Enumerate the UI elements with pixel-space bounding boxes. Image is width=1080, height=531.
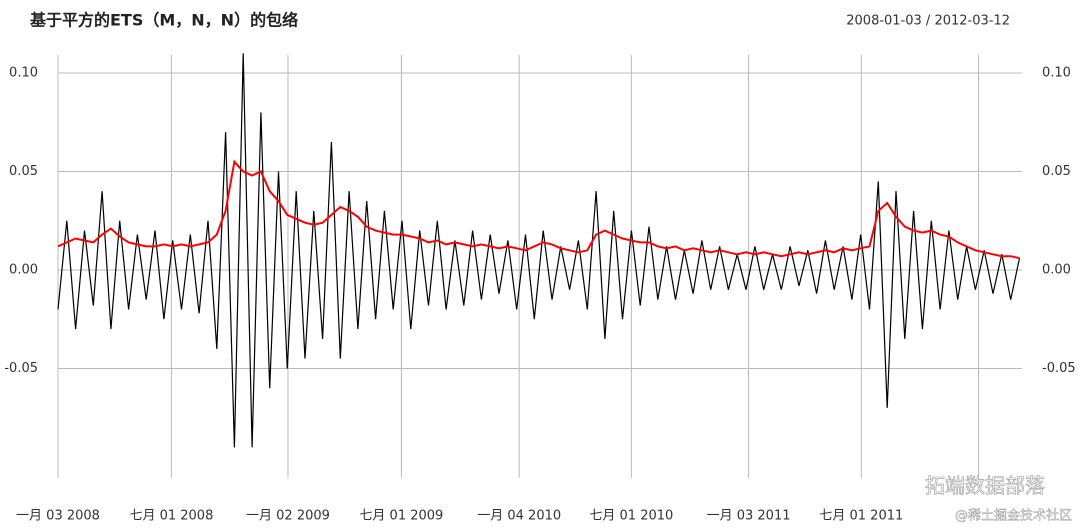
x-tick-label: 一月 02 2009 [246,509,330,524]
x-tick-label: 七月 01 2010 [589,509,673,524]
y-tick-label: 0.05 [9,164,38,179]
y2-tick-label: 0.00 [1042,263,1071,278]
series-line [57,53,1021,448]
y2-tick-label: 0.05 [1042,164,1071,179]
y-tick-label: 0.00 [9,263,38,278]
watermark: 拓端数据部落 [925,474,1045,498]
series-line [57,159,1020,260]
x-tick-label: 一月 03 2011 [707,509,791,524]
y-tick-label: -0.05 [4,361,38,376]
x-tick-label: 七月 01 2008 [129,509,213,524]
y-tick-label: 0.10 [9,66,38,81]
x-tick-label: 七月 01 2011 [819,509,903,524]
watermark: @稀土掘金技术社区 [955,508,1072,524]
chart-title: 基于平方的ETS（M，N，N）的包络 [29,11,298,30]
chart-subtitle: 2008-01-03 / 2012-03-12 [846,14,1010,29]
x-tick-label: 一月 03 2008 [16,509,100,524]
x-tick-label: 七月 01 2009 [359,509,443,524]
x-tick-label: 一月 04 2010 [477,509,561,524]
y2-tick-label: -0.05 [1042,361,1076,376]
y2-tick-label: 0.10 [1042,66,1071,81]
plot-area: 0.10 0.10 0.05 0.05 0.00 0.00 -0.05 -0.05 一月 03 … [4,53,1076,524]
